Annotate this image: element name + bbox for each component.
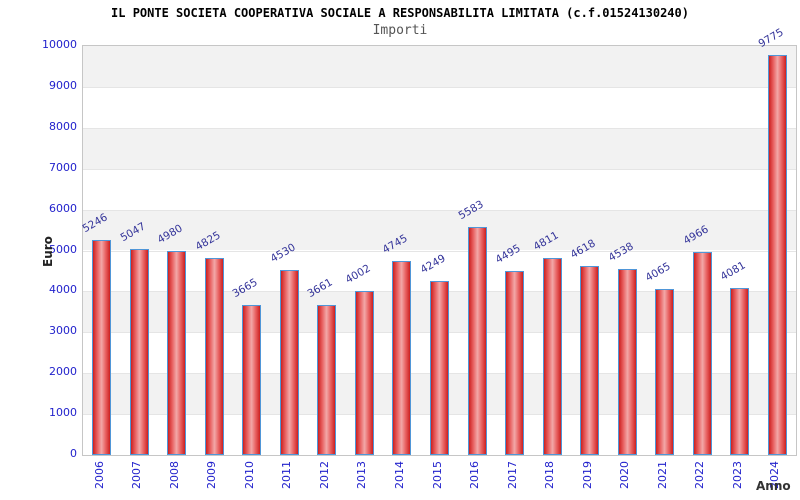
y-tick-label: 1000 (49, 406, 77, 420)
bar-2017 (505, 271, 525, 455)
gridline (83, 250, 796, 252)
x-tick-label-2008: 2008 (167, 461, 181, 489)
y-tick-label: 0 (70, 447, 77, 460)
x-tick-label-2021: 2021 (655, 461, 669, 489)
chart-subtitle: Importi (372, 23, 428, 38)
bar-2011 (279, 270, 299, 455)
x-tick-label-2006: 2006 (92, 461, 106, 489)
y-tick-label: 3000 (49, 324, 77, 338)
x-tick-label-2010: 2010 (242, 461, 256, 489)
gridline (83, 127, 796, 129)
y-tick-label: 2000 (49, 365, 77, 379)
bar-2010 (242, 305, 262, 455)
gridline (83, 209, 796, 211)
y-tick-label: 5000 (49, 242, 77, 256)
y-tick-label: 7000 (49, 160, 77, 174)
x-tick-label-2017: 2017 (505, 461, 519, 489)
bar-2024 (767, 55, 787, 455)
bar-2014 (392, 261, 412, 455)
bar-2021 (655, 289, 675, 455)
gridline (83, 86, 796, 88)
y-axis-title: Euro (41, 236, 55, 268)
x-tick-label-2018: 2018 (543, 461, 557, 489)
plot-band (83, 86, 796, 128)
x-tick-label-2023: 2023 (730, 461, 744, 489)
bar-2016 (467, 227, 487, 455)
y-tick-label: 9000 (49, 78, 77, 92)
y-tick-label: 6000 (49, 201, 77, 215)
bar-2008 (167, 251, 187, 455)
bar-2023 (730, 288, 750, 455)
x-tick-label-2019: 2019 (580, 461, 594, 489)
bar-2019 (580, 266, 600, 455)
plot-band (83, 46, 796, 87)
bar-2012 (317, 305, 337, 455)
x-tick-label-2014: 2014 (392, 461, 406, 489)
bar-2006 (92, 240, 112, 455)
y-tick-label: 8000 (49, 119, 77, 133)
bar-2022 (692, 252, 712, 455)
y-tick-label: 10000 (42, 38, 77, 51)
x-axis-title: Anno (756, 479, 791, 493)
x-tick-label-2007: 2007 (130, 461, 144, 489)
plot-band (83, 168, 796, 210)
bar-2020 (617, 269, 637, 455)
bar-2018 (542, 258, 562, 455)
chart-title: IL PONTE SOCIETA COOPERATIVA SOCIALE A R… (111, 6, 689, 20)
x-tick-label-2013: 2013 (355, 461, 369, 489)
bar-2009 (204, 258, 224, 455)
x-tick-label-2012: 2012 (317, 461, 331, 489)
x-tick-label-2020: 2020 (618, 461, 632, 489)
x-tick-label-2022: 2022 (693, 461, 707, 489)
x-tick-label-2016: 2016 (468, 461, 482, 489)
x-tick-label-2015: 2015 (430, 461, 444, 489)
gridline (83, 168, 796, 170)
x-tick-label-2009: 2009 (205, 461, 219, 489)
bar-2007 (129, 249, 149, 455)
plot-area: 5246 5047 4980 4825 3665 4530 3661 4002 4745 4249… (81, 26, 797, 456)
y-tick-label: 4000 (49, 283, 77, 297)
bar-2015 (430, 281, 449, 455)
bar-2013 (354, 291, 374, 455)
plot-band (83, 209, 796, 251)
plot-band (83, 127, 796, 169)
x-tick-label-2011: 2011 (280, 461, 294, 489)
